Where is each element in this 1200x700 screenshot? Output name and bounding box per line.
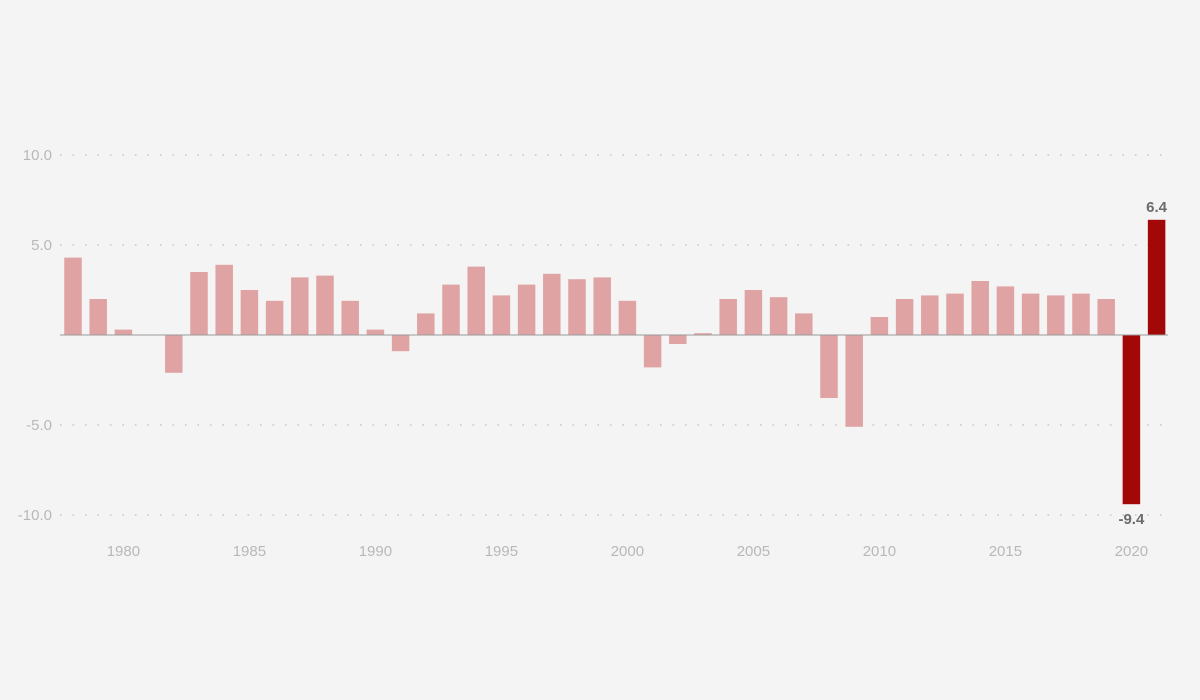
bar-1995	[492, 295, 511, 335]
bar-1985	[240, 290, 259, 335]
bar-2018	[1072, 293, 1090, 335]
bar-2003	[694, 333, 712, 335]
x-tick-label: 1990	[359, 543, 392, 560]
y-tick-label: -10.0	[18, 507, 52, 524]
bar-2000	[618, 300, 637, 335]
bar-1993	[442, 284, 460, 335]
bar-2012	[921, 295, 939, 335]
bar-2014	[971, 281, 989, 335]
x-tick-label: 2010	[863, 543, 896, 560]
bar-1999	[593, 277, 611, 335]
bar-2021	[1147, 219, 1166, 335]
bar-2010	[870, 317, 889, 335]
x-tick-label: 1985	[233, 543, 266, 560]
bar-2001	[643, 335, 662, 368]
y-tick-label: -5.0	[26, 417, 52, 434]
bar-1980	[114, 329, 133, 335]
bar-2005	[744, 290, 763, 335]
bar-1987	[291, 277, 309, 335]
bar-1994	[467, 266, 485, 335]
bars	[64, 219, 1166, 505]
bar-1997	[543, 273, 561, 335]
bar-1978	[64, 257, 82, 335]
x-tick-label: 2015	[989, 543, 1022, 560]
bar-1998	[568, 279, 586, 335]
bar-2013	[946, 293, 964, 335]
bar-2020	[1122, 335, 1141, 505]
data-label-2020: -9.4	[1118, 511, 1145, 528]
bar-1988	[316, 275, 334, 335]
y-tick-label: 5.0	[31, 237, 52, 254]
bar-1979	[89, 299, 107, 335]
bar-2016	[1021, 293, 1040, 335]
bar-1984	[215, 264, 233, 335]
bar-2002	[669, 335, 687, 344]
bar-2015	[996, 286, 1015, 335]
data-labels: -9.4 6.4	[1118, 199, 1167, 528]
bar-1991	[391, 335, 410, 352]
x-tick-label: 1980	[107, 543, 140, 560]
axes: 10.0 5.0 -5.0 -10.0 1980 1985 1990 1995 2000 2005…	[18, 147, 1168, 560]
bar-1989	[341, 300, 359, 335]
bar-2019	[1097, 299, 1115, 335]
bar-1983	[190, 272, 208, 335]
data-label-2021: 6.4	[1146, 199, 1168, 216]
y-tick-label: 10.0	[23, 147, 52, 164]
bar-2007	[795, 313, 813, 335]
bar-2017	[1047, 295, 1065, 335]
bar-1992	[417, 313, 435, 335]
bar-2011	[895, 299, 914, 335]
x-tick-label: 2000	[611, 543, 644, 560]
bar-2008	[820, 335, 838, 398]
bar-2009	[845, 335, 863, 427]
bar-1990	[366, 329, 385, 335]
bar-1982	[165, 335, 183, 373]
x-tick-label: 2005	[737, 543, 770, 560]
x-tick-label: 1995	[485, 543, 518, 560]
x-tick-label: 2020	[1115, 543, 1148, 560]
bar-1996	[517, 284, 536, 335]
bar-2004	[719, 299, 737, 335]
bar-1986	[265, 300, 284, 335]
bar-2006	[769, 297, 788, 335]
